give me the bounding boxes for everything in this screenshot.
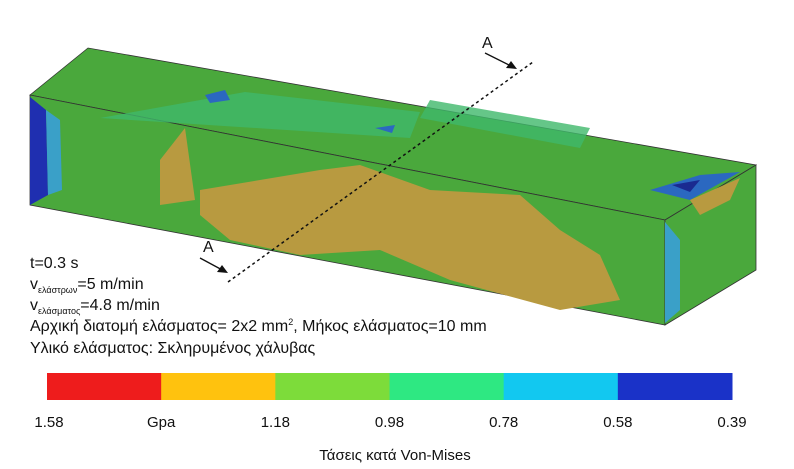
arrow-head bbox=[506, 61, 517, 69]
cross-section: Αρχική διατομή ελάσματος= 2x2 mm2, Μήκος… bbox=[30, 317, 487, 335]
beam bbox=[29, 47, 758, 326]
color-segment bbox=[47, 373, 162, 400]
colorbar-label: 1.18 bbox=[261, 414, 290, 431]
colorbar: 1.58 Gpa 1.18 0.98 0.78 0.58 0.39 bbox=[34, 373, 747, 431]
value: =4.8 m/min bbox=[80, 297, 160, 314]
colorbar-label: 0.58 bbox=[603, 414, 632, 431]
colorbar-title: Τάσεις κατά Von-Mises bbox=[319, 447, 470, 464]
colorbar-label: Gpa bbox=[147, 414, 176, 431]
subscript: ελάσματος bbox=[38, 306, 81, 316]
time-label: t=0.3 s bbox=[30, 255, 78, 272]
arrow-head bbox=[217, 265, 228, 273]
roller-speed: vελάστρων=5 m/min bbox=[30, 276, 144, 295]
color-segment bbox=[275, 373, 390, 400]
symbol: v bbox=[30, 297, 38, 314]
symbol: v bbox=[30, 276, 38, 293]
length: , Μήκος ελάσματος=10 mm bbox=[293, 318, 486, 335]
subscript: ελάστρων bbox=[38, 285, 78, 295]
color-segment bbox=[617, 373, 733, 400]
color-segment bbox=[503, 373, 619, 400]
color-segment bbox=[389, 373, 505, 400]
section-line bbox=[227, 61, 534, 283]
color-segment bbox=[161, 373, 276, 400]
sheet-speed: vελάσματος=4.8 m/min bbox=[30, 297, 160, 316]
value: =5 m/min bbox=[77, 276, 143, 293]
section-marker: A bbox=[482, 35, 493, 52]
colorbar-label: 0.78 bbox=[489, 414, 518, 431]
superscript: 2 bbox=[288, 317, 293, 327]
text: Αρχική διατομή ελάσματος= 2x2 mm bbox=[30, 318, 288, 335]
material: Υλικό ελάσματος: Σκληρυμένος χάλυβας bbox=[30, 340, 316, 357]
colorbar-label: 1.58 bbox=[34, 414, 63, 431]
colorbar-label: 0.98 bbox=[375, 414, 404, 431]
colorbar-label: 0.39 bbox=[717, 414, 746, 431]
section-marker: A bbox=[203, 239, 214, 256]
